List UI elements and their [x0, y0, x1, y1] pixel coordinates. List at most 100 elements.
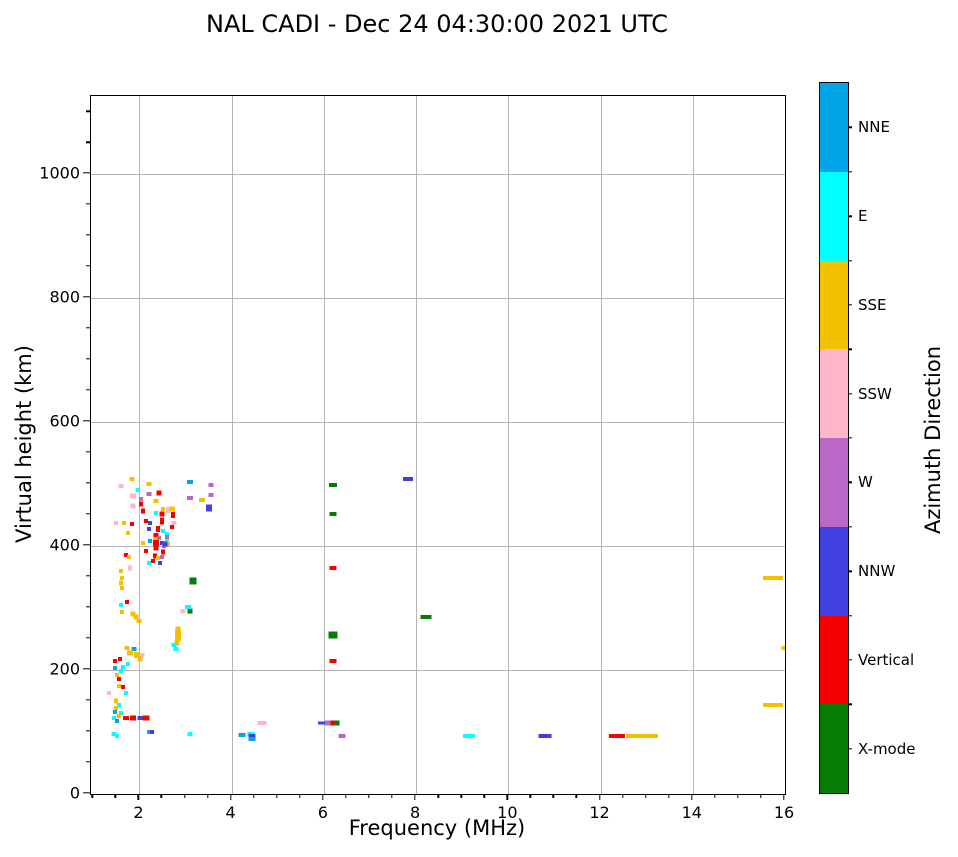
data-point	[130, 503, 135, 509]
colorbar-segment-SSE	[820, 260, 848, 350]
data-point	[402, 477, 413, 482]
data-point	[114, 706, 119, 711]
data-point	[112, 716, 117, 721]
data-point	[173, 646, 179, 651]
colorbar-segment-X-mode	[820, 704, 848, 793]
data-point	[165, 531, 170, 536]
data-point	[187, 496, 194, 501]
data-point	[158, 560, 163, 565]
x-axis-minor-tick	[668, 794, 670, 798]
data-point	[208, 493, 214, 498]
data-point	[175, 626, 181, 632]
data-point	[463, 734, 476, 739]
x-axis-minor-tick	[437, 794, 439, 798]
x-axis-minor-tick	[345, 794, 347, 798]
x-tick-label: 16	[773, 803, 795, 822]
data-point	[180, 608, 186, 613]
gridline-vertical	[600, 96, 602, 794]
data-point	[175, 630, 182, 637]
y-axis-minor-tick	[86, 265, 90, 267]
data-point	[144, 519, 149, 524]
x-axis-minor-tick	[714, 794, 716, 798]
data-point	[150, 730, 155, 734]
x-tick-label: 8	[410, 803, 421, 822]
y-tick-label: 600	[49, 411, 80, 431]
data-point	[139, 496, 144, 501]
gridline-vertical	[231, 96, 233, 794]
data-point	[124, 600, 129, 605]
data-point	[118, 711, 123, 716]
colorbar-tick	[848, 304, 852, 306]
y-axis-minor-tick	[86, 730, 90, 732]
data-point	[116, 683, 121, 688]
y-axis-minor-tick	[86, 482, 90, 484]
data-point	[329, 512, 337, 517]
y-axis-tick	[83, 792, 90, 794]
data-point	[187, 732, 193, 737]
data-point	[338, 734, 346, 739]
x-axis-tick	[598, 794, 601, 800]
colorbar-category-label: W	[858, 473, 873, 492]
x-tick-label: 2	[133, 803, 144, 822]
data-point	[325, 720, 332, 726]
data-point	[171, 642, 177, 647]
data-point	[123, 690, 128, 695]
data-point	[334, 720, 340, 726]
data-point	[127, 555, 132, 560]
data-point	[118, 580, 123, 586]
x-tick-label: 6	[317, 803, 328, 822]
data-point	[248, 736, 256, 741]
data-point	[120, 586, 125, 591]
data-point	[329, 659, 337, 664]
y-axis-minor-tick	[86, 110, 90, 112]
x-axis-minor-tick	[276, 794, 278, 798]
data-point	[136, 488, 141, 493]
data-point	[156, 490, 162, 496]
data-point	[124, 645, 130, 650]
x-axis-minor-tick	[91, 794, 93, 798]
data-point	[781, 646, 785, 651]
data-point	[133, 614, 139, 620]
data-point	[159, 517, 164, 525]
data-point	[164, 539, 169, 544]
data-point	[129, 493, 136, 499]
x-axis-minor-tick	[114, 794, 117, 798]
data-point	[168, 506, 175, 512]
data-point	[136, 619, 142, 624]
x-tick-label: 14	[681, 803, 702, 822]
data-point	[129, 522, 134, 527]
data-point	[157, 535, 162, 540]
data-point	[144, 549, 149, 553]
data-point	[125, 661, 130, 666]
colorbar-tick	[848, 215, 852, 217]
colorbar-boundary-tick	[848, 348, 852, 350]
data-point	[137, 656, 143, 662]
gridline-horizontal	[91, 174, 785, 176]
colorbar-category-label: NNW	[858, 562, 896, 581]
y-axis-minor-tick	[86, 234, 90, 236]
data-point	[329, 566, 337, 571]
colorbar-boundary-tick	[848, 259, 852, 262]
data-point	[626, 734, 659, 739]
x-axis-tick	[322, 794, 324, 800]
x-axis-minor-tick	[644, 794, 647, 798]
colorbar-category-label: SSW	[858, 384, 892, 403]
data-point	[166, 506, 170, 511]
y-axis-tick	[83, 172, 90, 174]
y-axis-label: Virtual height (km)	[12, 345, 36, 543]
y-tick-label: 400	[49, 535, 80, 555]
data-point	[184, 604, 191, 609]
data-point	[112, 666, 117, 671]
data-point	[174, 640, 180, 646]
colorbar-category-label: Vertical	[858, 650, 915, 669]
data-point	[117, 657, 122, 662]
data-point	[198, 498, 205, 503]
gridline-vertical	[692, 96, 694, 794]
gridline-horizontal	[91, 546, 785, 548]
y-axis-minor-tick	[86, 141, 90, 143]
data-point	[142, 715, 150, 721]
y-axis-minor-tick	[86, 389, 90, 391]
data-point	[154, 511, 159, 516]
data-point	[420, 615, 432, 620]
data-point	[328, 631, 338, 639]
